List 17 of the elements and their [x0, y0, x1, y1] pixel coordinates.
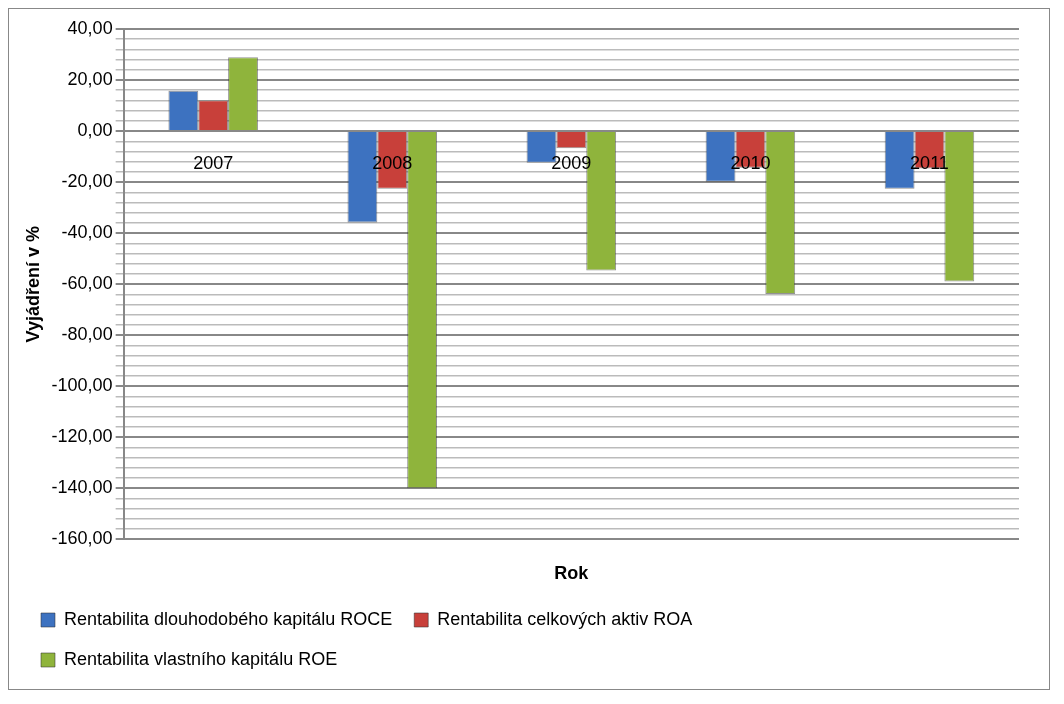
y-tick-label: -20,00 — [61, 171, 113, 192]
y-tick-label: -100,00 — [51, 375, 113, 396]
y-tick-label: -120,00 — [51, 426, 113, 447]
legend-label: Rentabilita celkových aktiv ROA — [437, 608, 693, 629]
y-axis-title: Vyjádření v % — [22, 226, 43, 343]
y-tick-label: -160,00 — [51, 528, 113, 549]
y-tick-label: -40,00 — [61, 222, 113, 243]
legend-label: Rentabilita dlouhodobého kapitálu ROCE — [64, 608, 393, 629]
x-tick-label: 2007 — [193, 153, 234, 174]
y-tick-label: 20,00 — [67, 69, 113, 90]
y-tick-label: -140,00 — [51, 477, 113, 498]
y-tick-label: -60,00 — [61, 273, 113, 294]
y-tick-label: -80,00 — [61, 324, 113, 345]
y-tick-label: 0,00 — [77, 120, 113, 141]
x-axis-title: Rok — [554, 563, 590, 584]
legend-label: Rentabilita vlastního kapitálu ROE — [64, 648, 338, 669]
y-tick-label: 40,00 — [67, 17, 113, 38]
